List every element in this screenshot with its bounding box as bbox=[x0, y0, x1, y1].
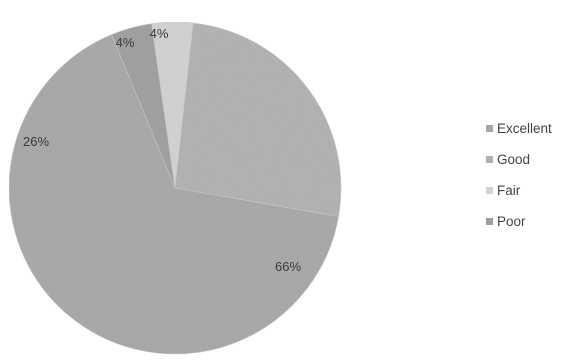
legend-item-poor: Poor bbox=[486, 213, 552, 229]
data-label-fair: 4% bbox=[116, 35, 135, 50]
data-label-excellent: 66% bbox=[275, 259, 301, 274]
legend: Excellent Good Fair Poor bbox=[486, 120, 552, 244]
legend-label-good: Good bbox=[497, 151, 531, 167]
legend-label-fair: Fair bbox=[497, 182, 521, 198]
legend-swatch-excellent bbox=[486, 124, 493, 132]
data-label-good: 26% bbox=[23, 134, 49, 149]
legend-label-poor: Poor bbox=[497, 213, 526, 229]
legend-swatch-poor bbox=[486, 217, 493, 225]
legend-item-fair: Fair bbox=[486, 182, 552, 198]
legend-swatch-good bbox=[486, 155, 493, 163]
legend-swatch-fair bbox=[486, 186, 493, 194]
pie-slice-excellent bbox=[8, 34, 339, 355]
legend-item-good: Good bbox=[486, 151, 552, 167]
legend-item-excellent: Excellent bbox=[486, 120, 552, 136]
data-label-poor: 4% bbox=[150, 26, 169, 41]
pie-slice-good bbox=[174, 22, 342, 217]
legend-label-excellent: Excellent bbox=[497, 120, 552, 136]
